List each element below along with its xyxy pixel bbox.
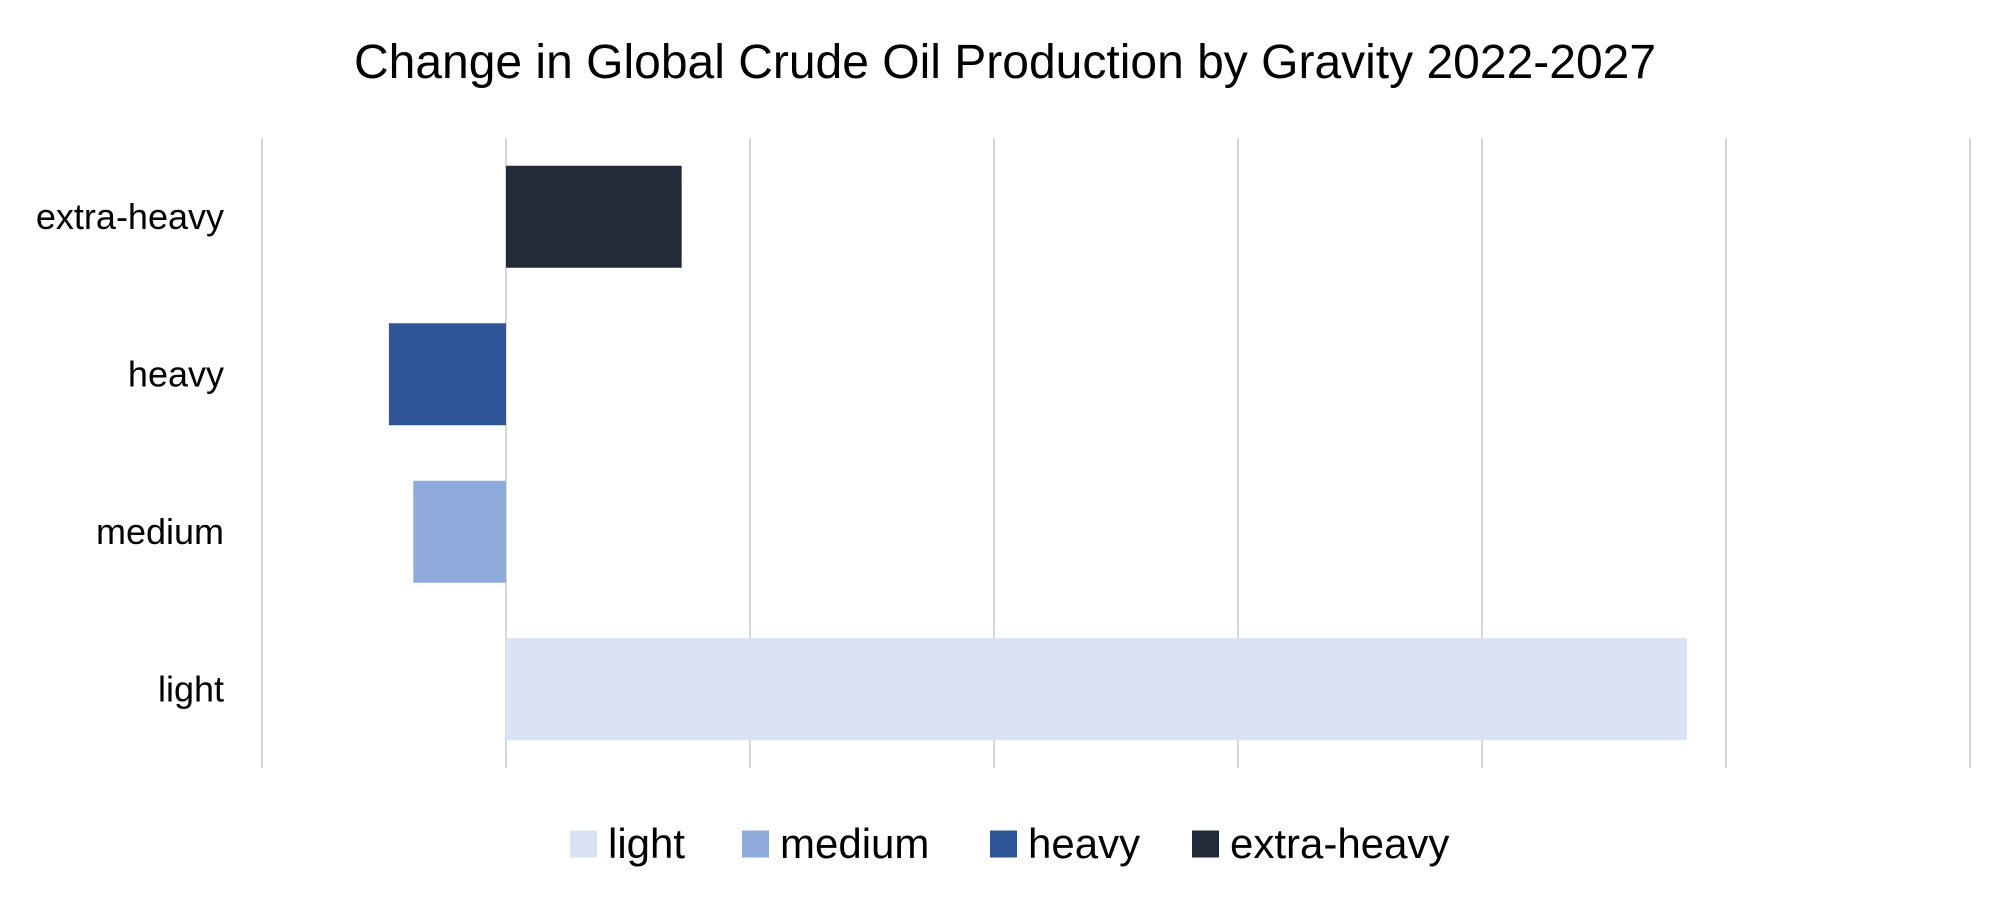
legend-label-medium: medium — [780, 820, 929, 867]
bar-medium — [413, 480, 506, 583]
bars — [388, 165, 1687, 741]
legend-label-light: light — [608, 820, 685, 867]
category-label-extra-heavy: extra-heavy — [36, 196, 224, 237]
bar-light — [506, 638, 1687, 741]
legend-swatch-light — [570, 830, 597, 858]
category-label-heavy: heavy — [128, 353, 224, 394]
category-labels: extra-heavy heavy medium light — [36, 196, 224, 710]
category-label-light: light — [158, 668, 224, 709]
bar-heavy — [388, 323, 506, 426]
legend-swatch-medium — [742, 830, 769, 858]
legend: light medium heavy extra-heavy — [570, 820, 1449, 867]
chart-title: Change in Global Crude Oil Production by… — [354, 36, 1656, 89]
legend-swatch-heavy — [990, 830, 1017, 858]
bar-extra-heavy — [506, 165, 682, 268]
legend-swatch-extra-heavy — [1192, 830, 1219, 858]
legend-label-extra-heavy: extra-heavy — [1230, 820, 1449, 867]
legend-label-heavy: heavy — [1028, 820, 1140, 867]
category-label-medium: medium — [96, 511, 224, 552]
